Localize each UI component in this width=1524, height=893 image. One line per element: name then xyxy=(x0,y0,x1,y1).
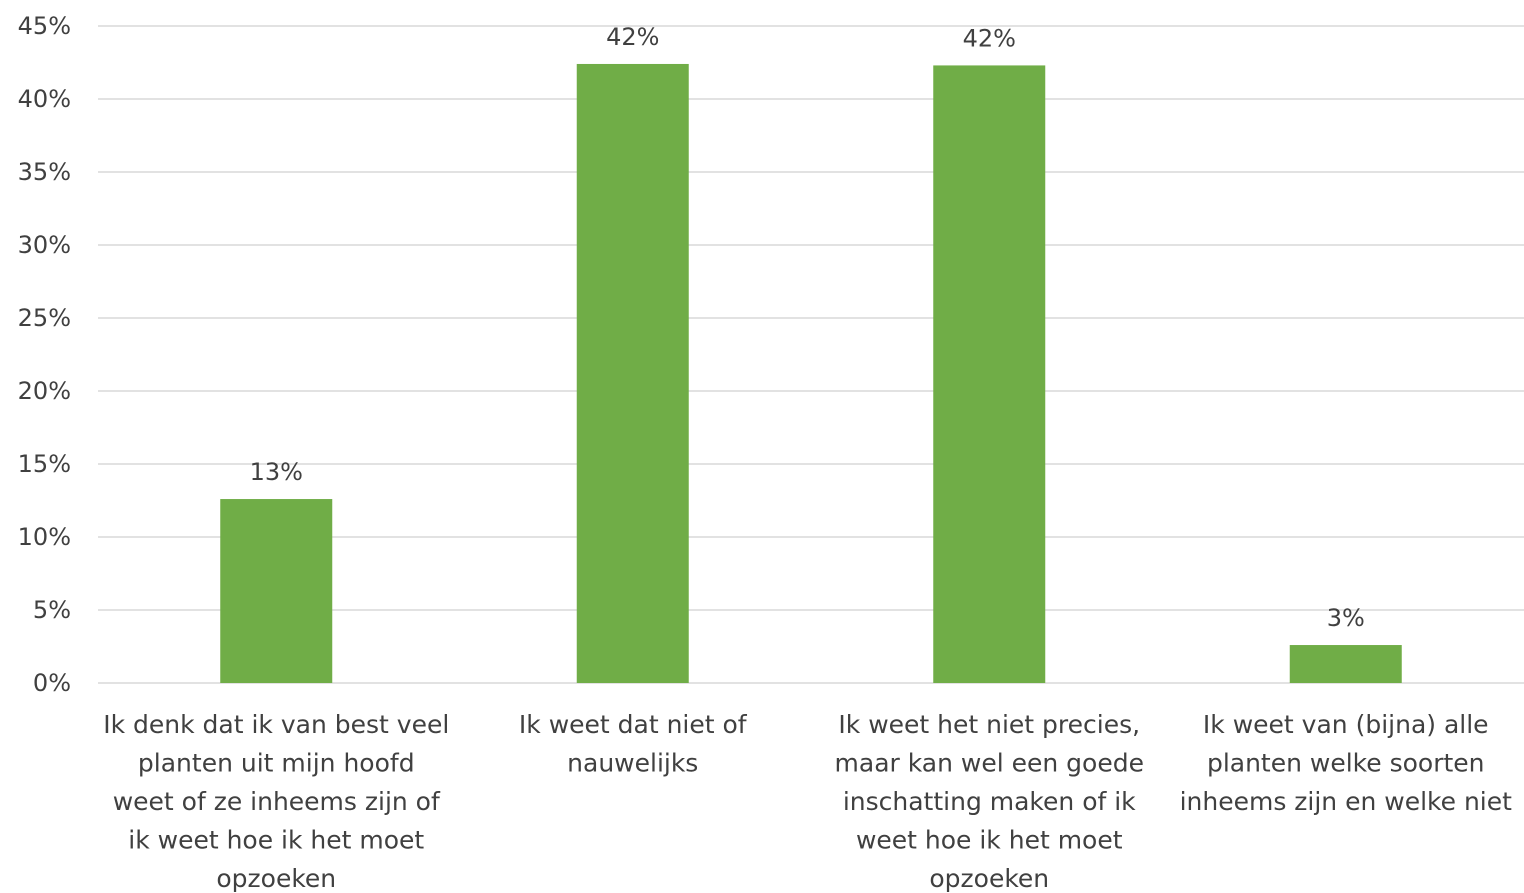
category-label: Ik weet het niet precies, maar kan wel ee… xyxy=(835,710,1144,893)
data-label: 42% xyxy=(963,24,1016,52)
bars xyxy=(220,63,1402,684)
data-labels: 13% 42% 42% 3% xyxy=(250,23,1365,632)
gridlines xyxy=(98,25,1524,684)
bar xyxy=(576,63,689,683)
y-axis-tick-labels: 0% 5% 10% 15% 20% 25% 30% 35% 40% 45% xyxy=(18,12,71,697)
data-label: 3% xyxy=(1327,604,1365,632)
category-label: Ik denk dat ik van best veel planten uit … xyxy=(103,710,449,893)
category-label: Ik weet van (bijna) alle planten welke so… xyxy=(1180,710,1513,816)
category-labels: Ik denk dat ik van best veel planten uit … xyxy=(103,710,1512,893)
y-tick-label: 5% xyxy=(33,596,71,624)
y-tick-label: 0% xyxy=(33,669,71,697)
bar xyxy=(933,65,1046,684)
y-tick-label: 35% xyxy=(18,158,71,186)
y-tick-label: 20% xyxy=(18,377,71,405)
bar xyxy=(220,499,333,683)
data-label: 42% xyxy=(606,23,659,51)
y-tick-label: 40% xyxy=(18,85,71,113)
y-tick-label: 25% xyxy=(18,304,71,332)
bar xyxy=(1289,645,1402,683)
y-tick-label: 10% xyxy=(18,523,71,551)
y-tick-label: 30% xyxy=(18,231,71,259)
y-tick-label: 15% xyxy=(18,450,71,478)
y-tick-label: 45% xyxy=(18,12,71,40)
data-label: 13% xyxy=(250,458,303,486)
category-label: Ik weet dat niet of nauwelijks xyxy=(519,710,748,778)
